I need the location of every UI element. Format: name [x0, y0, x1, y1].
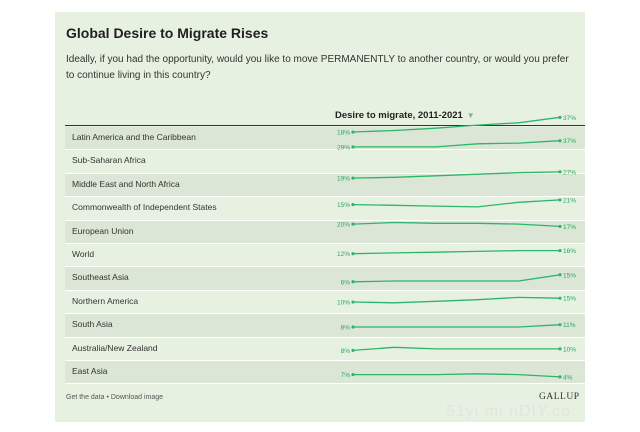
table-row: Latin America and the Caribbean — [65, 127, 585, 151]
row-label: East Asia — [72, 366, 108, 376]
series-line — [352, 296, 561, 304]
start-point — [351, 300, 355, 304]
end-point — [558, 170, 562, 174]
start-point — [351, 348, 355, 352]
header-rule — [65, 125, 585, 126]
start-value-label: 10% — [337, 300, 350, 307]
series-line — [353, 324, 561, 328]
series-line — [352, 249, 560, 255]
sort-caret-icon[interactable]: ▼ — [466, 111, 475, 120]
end-value-label: 37% — [563, 115, 576, 122]
column-header[interactable]: Desire to migrate, 2011-2021 ▼ — [335, 110, 475, 121]
row-label: Southeast Asia — [72, 272, 129, 283]
column-header-label: Desire to migrate, 2011-2021 — [335, 110, 463, 121]
chart-title: Global Desire to Migrate Rises — [66, 25, 269, 41]
series-line — [352, 346, 560, 352]
end-value-label: 4% — [563, 374, 573, 381]
end-value-label: 21% — [563, 197, 576, 204]
chart-subtitle: Ideally, if you had the opportunity, wou… — [66, 54, 569, 81]
start-point — [351, 280, 355, 284]
table-row: South Asia — [65, 314, 585, 338]
end-point — [558, 198, 562, 202]
series-line — [352, 116, 561, 133]
end-point — [558, 273, 562, 277]
series-line — [352, 221, 561, 228]
start-value-label: 8% — [341, 325, 351, 332]
start-value-label: 29% — [337, 144, 350, 151]
table-row: East Asia — [65, 361, 585, 385]
end-value-label: 15% — [563, 272, 576, 279]
table-row: Northern America — [65, 291, 585, 315]
start-point — [351, 252, 355, 256]
series-line — [353, 140, 561, 148]
end-value-label: 10% — [563, 346, 576, 353]
row-label: Australia/New Zealand — [72, 342, 158, 353]
end-value-label: 27% — [563, 169, 576, 176]
end-point — [558, 375, 562, 379]
table-row: European Union — [65, 220, 585, 244]
start-value-label: 15% — [337, 202, 350, 209]
end-point — [558, 249, 562, 253]
start-point — [351, 202, 355, 207]
start-point — [351, 145, 355, 149]
table-row: Sub-Saharan Africa — [65, 150, 585, 174]
start-point — [351, 325, 355, 329]
table-row: Middle East and North Africa — [65, 173, 585, 198]
table-row: World — [65, 244, 585, 268]
series-line — [352, 171, 561, 179]
start-value-label: 7% — [341, 372, 351, 379]
end-value-label: 15% — [563, 296, 576, 303]
end-value-label: 17% — [563, 224, 576, 231]
table-row: Southeast Asia — [65, 267, 585, 291]
series-line — [352, 199, 561, 208]
start-value-label: 18% — [337, 130, 350, 137]
row-label: Latin America and the Caribbean — [72, 132, 196, 142]
row-label: Northern America — [72, 295, 139, 306]
start-value-label: 19% — [337, 176, 350, 183]
series-line — [353, 373, 561, 378]
start-point — [351, 130, 355, 134]
end-point — [558, 224, 562, 229]
end-point — [558, 296, 562, 300]
end-value-label: 37% — [563, 138, 576, 145]
end-value-label: 11% — [563, 322, 576, 329]
gallup-logo: GALLUP — [539, 392, 580, 402]
end-point — [558, 139, 562, 143]
row-label: World — [72, 249, 95, 259]
row-label: Sub-Saharan Africa — [72, 155, 146, 166]
start-value-label: 12% — [337, 251, 350, 258]
start-point — [351, 222, 355, 226]
end-point — [558, 115, 562, 119]
row-label: South Asia — [72, 319, 113, 330]
start-value-label: 6% — [341, 279, 351, 286]
chart-card: Global Desire to Migrate Rises Ideally, … — [55, 12, 585, 422]
row-label: Commonwealth of Independent States — [72, 202, 217, 213]
table-row: Commonwealth of Independent States — [65, 197, 585, 221]
table-row: Australia/New Zealand — [65, 338, 585, 361]
footer-links[interactable]: Get the data • Download image — [66, 394, 164, 401]
start-value-label: 20% — [337, 222, 350, 229]
watermark: 51yi mi nDIY.co — [446, 403, 571, 420]
start-point — [351, 372, 355, 377]
end-value-label: 16% — [563, 248, 576, 255]
sparkline-layer: 18% 37% 29% 37% 19% 27% 15% 21% 20% 17% 12% 16% 6% 15… — [337, 115, 576, 382]
end-point — [558, 323, 562, 327]
end-point — [558, 347, 562, 351]
start-value-label: 8% — [341, 348, 351, 355]
row-label: European Union — [72, 225, 134, 236]
series-line — [352, 274, 561, 283]
start-point — [351, 176, 355, 180]
row-label: Middle East and North Africa — [72, 178, 180, 189]
